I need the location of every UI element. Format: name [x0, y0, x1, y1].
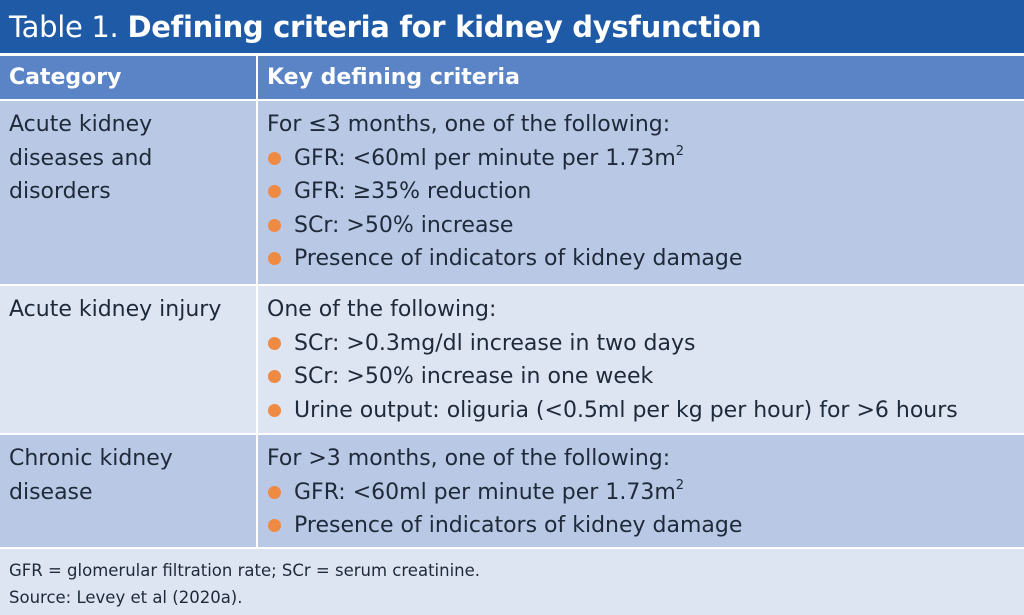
bullet-dot-icon — [268, 403, 281, 417]
superscript: 2 — [675, 143, 685, 159]
criteria-text: SCr: >50% increase in one week — [294, 364, 654, 389]
criteria-table: Category Key defining criteria Acute kid… — [0, 56, 1024, 551]
category-cell: Acute kidney diseases and disorders — [0, 99, 257, 285]
criteria-intro: For ≤3 months, one of the following: — [267, 112, 671, 137]
criteria-cell: One of the following: SCr: >0.3mg/dl inc… — [256, 284, 1024, 434]
criteria-text: GFR: ≥35% reduction — [294, 179, 532, 204]
category-line: disease — [9, 479, 93, 505]
criteria-text: Urine output: oliguria (<0.5ml per kg pe… — [294, 397, 958, 423]
bullet-dot-icon — [268, 336, 281, 350]
category-cell: Chronic kidney disease — [0, 433, 257, 551]
list-item: SCr: >50% increase — [267, 209, 1024, 243]
bullet-dot-icon — [268, 252, 281, 266]
table-title: Table 1. Defining criteria for kidney dy… — [0, 0, 1024, 53]
criteria-cell: For >3 months, one of the following: GFR… — [256, 433, 1024, 551]
bullet-dot-icon — [268, 485, 281, 499]
criteria-list: SCr: >0.3mg/dl increase in two days SCr:… — [267, 327, 1024, 428]
criteria-text: Presence of indicators of kidney damage — [294, 246, 743, 271]
footnote-abbreviations: GFR = glomerular filtration rate; SCr = … — [9, 561, 481, 580]
bullet-dot-icon — [268, 218, 281, 232]
criteria-cell: For ≤3 months, one of the following: GFR… — [256, 99, 1024, 285]
superscript: 2 — [675, 477, 685, 493]
criteria-text: SCr: >50% increase — [294, 212, 514, 238]
criteria-list: GFR: <60ml per minute per 1.73m2 Presenc… — [267, 476, 1024, 543]
table-row: Acute kidney injury One of the following… — [0, 284, 1024, 434]
criteria-intro: For >3 months, one of the following: — [267, 446, 671, 471]
list-item: GFR: ≥35% reduction — [267, 175, 1024, 209]
list-item: Presence of indicators of kidney damage — [267, 509, 1024, 543]
list-item: Urine output: oliguria (<0.5ml per kg pe… — [267, 394, 1024, 428]
criteria-intro: One of the following: — [267, 297, 497, 322]
list-item: GFR: <60ml per minute per 1.73m2 — [267, 142, 1024, 176]
list-item: SCr: >0.3mg/dl increase in two days — [267, 327, 1024, 361]
table-row: Chronic kidney disease For >3 months, on… — [0, 433, 1024, 551]
criteria-text: GFR: <60ml per minute per 1.73m2 — [294, 143, 685, 171]
criteria-text: Presence of indicators of kidney damage — [294, 513, 743, 538]
header-criteria: Key defining criteria — [256, 56, 1024, 100]
table-footnotes: GFR = glomerular filtration rate; SCr = … — [0, 547, 1024, 615]
list-item: SCr: >50% increase in one week — [267, 360, 1024, 394]
category-line: Acute kidney — [9, 112, 153, 137]
footnote-source: Source: Levey et al (2020a). — [9, 588, 243, 607]
category-line: Chronic kidney — [9, 446, 173, 471]
table-title-text: Defining criteria for kidney dysfunction — [127, 9, 762, 44]
bullet-dot-icon — [268, 519, 281, 533]
list-item: Presence of indicators of kidney damage — [267, 242, 1024, 276]
category-cell: Acute kidney injury — [0, 284, 257, 434]
criteria-text: SCr: >0.3mg/dl increase in two days — [294, 330, 696, 356]
bullet-dot-icon — [268, 370, 281, 384]
criteria-text: GFR: <60ml per minute per 1.73m2 — [294, 477, 685, 505]
list-item: GFR: <60ml per minute per 1.73m2 — [267, 476, 1024, 510]
table-row: Acute kidney diseases and disorders For … — [0, 99, 1024, 285]
category-line: disorders — [9, 179, 111, 204]
category-line: diseases and — [9, 145, 153, 171]
bullet-dot-icon — [268, 185, 281, 199]
category-line: Acute kidney injury — [9, 297, 222, 322]
criteria-list: GFR: <60ml per minute per 1.73m2 GFR: ≥3… — [267, 142, 1024, 276]
bullet-dot-icon — [268, 151, 281, 165]
table-number: Table 1. — [9, 9, 119, 44]
header-category: Category — [0, 56, 257, 100]
header-row: Category Key defining criteria — [0, 56, 1024, 100]
